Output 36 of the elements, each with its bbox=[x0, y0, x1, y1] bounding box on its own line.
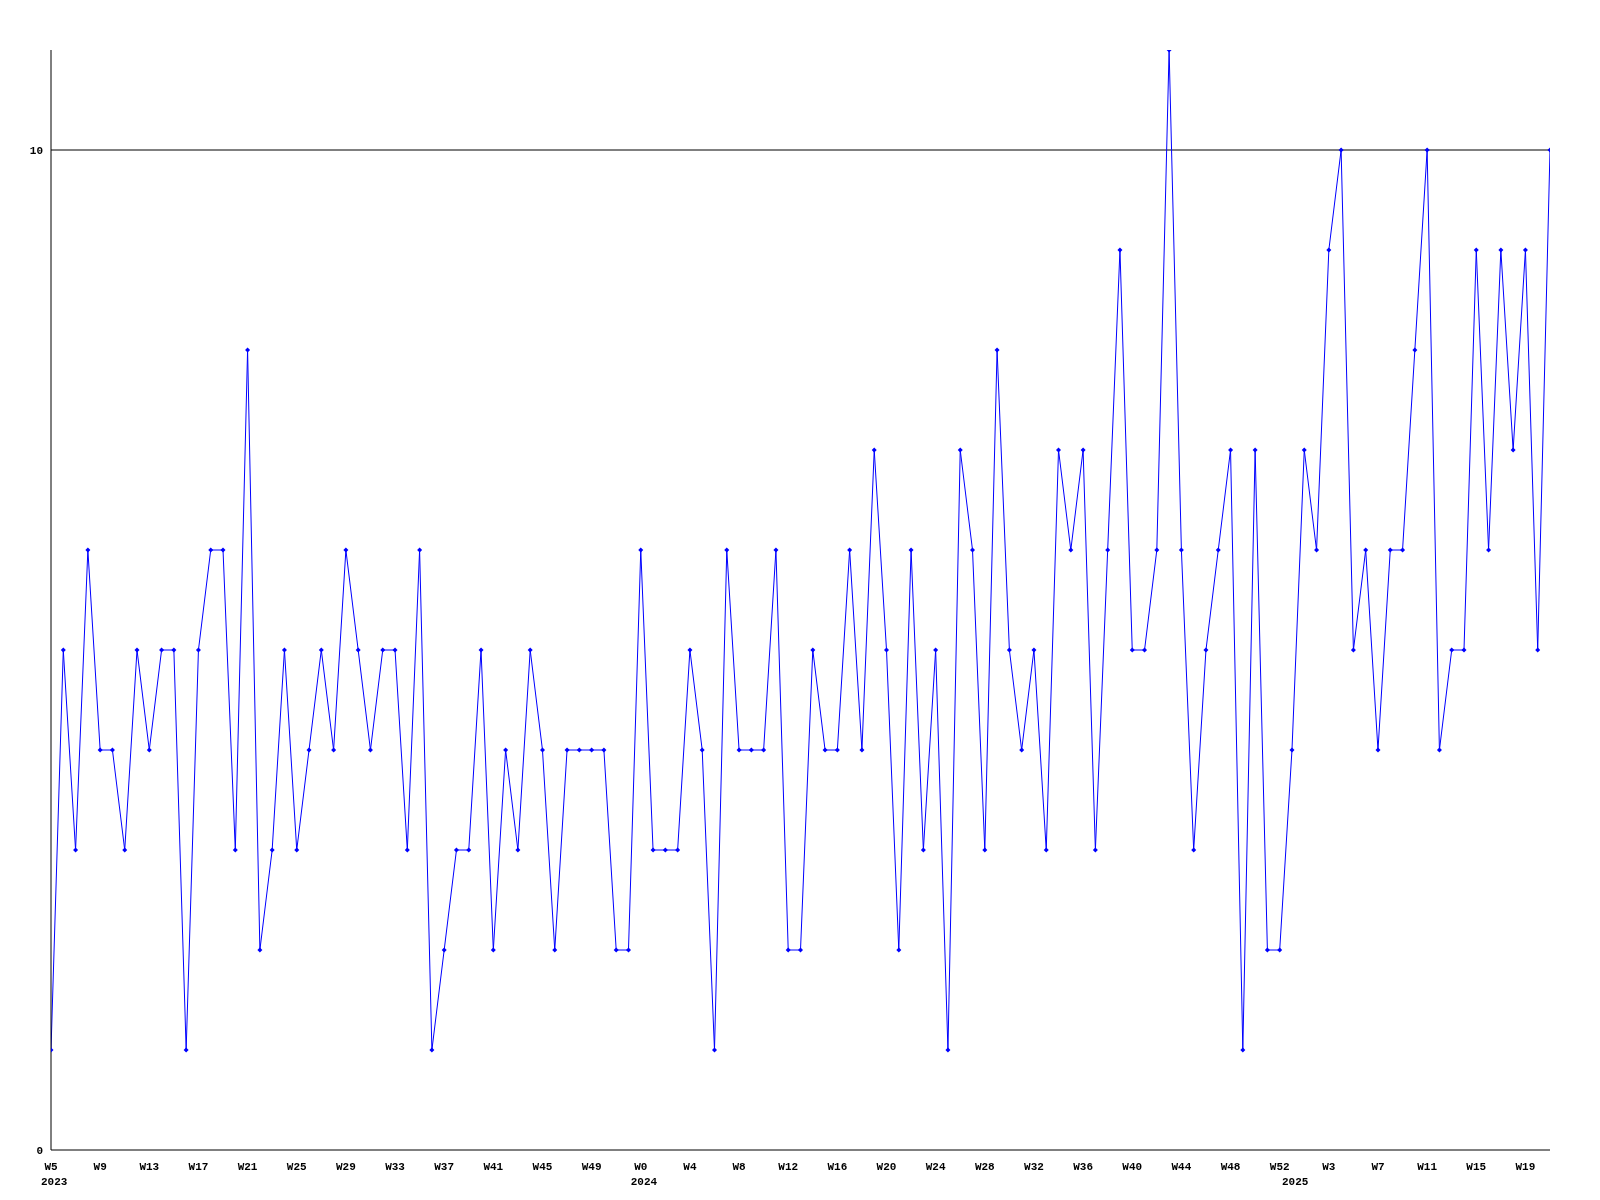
x-tick-label: W4 bbox=[683, 1161, 697, 1173]
x-tick-label: W36 bbox=[1073, 1161, 1093, 1173]
x-tick-label: W48 bbox=[1220, 1161, 1241, 1173]
x-tick-label: W17 bbox=[188, 1161, 209, 1173]
x-tick-label: W29 bbox=[335, 1161, 356, 1173]
x-tick-label: W37 bbox=[434, 1161, 455, 1173]
x-tick-label: W12 bbox=[778, 1161, 799, 1173]
x-tick-label: W11 bbox=[1417, 1161, 1438, 1173]
text: 2024 bbox=[630, 1176, 658, 1188]
text: 2025 bbox=[1281, 1176, 1309, 1188]
x-tick-label: W40 bbox=[1122, 1161, 1143, 1173]
x-tick-label: W33 bbox=[385, 1161, 406, 1173]
x-tick-label: W19 bbox=[1515, 1161, 1536, 1173]
x-tick-label: W13 bbox=[139, 1161, 160, 1173]
x-tick-label: W9 bbox=[93, 1161, 107, 1173]
x-tick-label: W44 bbox=[1171, 1161, 1192, 1173]
x-tick-label: W16 bbox=[827, 1161, 848, 1173]
x-tick-label: W7 bbox=[1371, 1161, 1385, 1173]
x-tick-label: W45 bbox=[532, 1161, 553, 1173]
x-tick-label: W32 bbox=[1024, 1161, 1044, 1173]
x-tick-label: W8 bbox=[732, 1161, 747, 1173]
x-tick-label: W21 bbox=[237, 1161, 258, 1173]
x-tick-label: W15 bbox=[1466, 1161, 1487, 1173]
x-tick-label: W28 bbox=[974, 1161, 996, 1173]
x-tick-label: W52 bbox=[1269, 1161, 1290, 1173]
x-tick-label: W0 bbox=[634, 1161, 648, 1173]
x-tick-label: W20 bbox=[876, 1161, 897, 1173]
x-tick-label: W3 bbox=[1322, 1161, 1336, 1173]
x-tick-label: W41 bbox=[483, 1161, 504, 1173]
x-tick-label: W25 bbox=[286, 1161, 308, 1173]
x-tick-label: W24 bbox=[925, 1161, 946, 1173]
y-tick-label: 10 bbox=[29, 144, 43, 157]
x-tick-label: W5 bbox=[44, 1161, 58, 1173]
text: 2023 bbox=[41, 1176, 68, 1188]
y-tick-label: 0 bbox=[36, 1144, 43, 1157]
x-tick-label: W49 bbox=[581, 1161, 602, 1173]
